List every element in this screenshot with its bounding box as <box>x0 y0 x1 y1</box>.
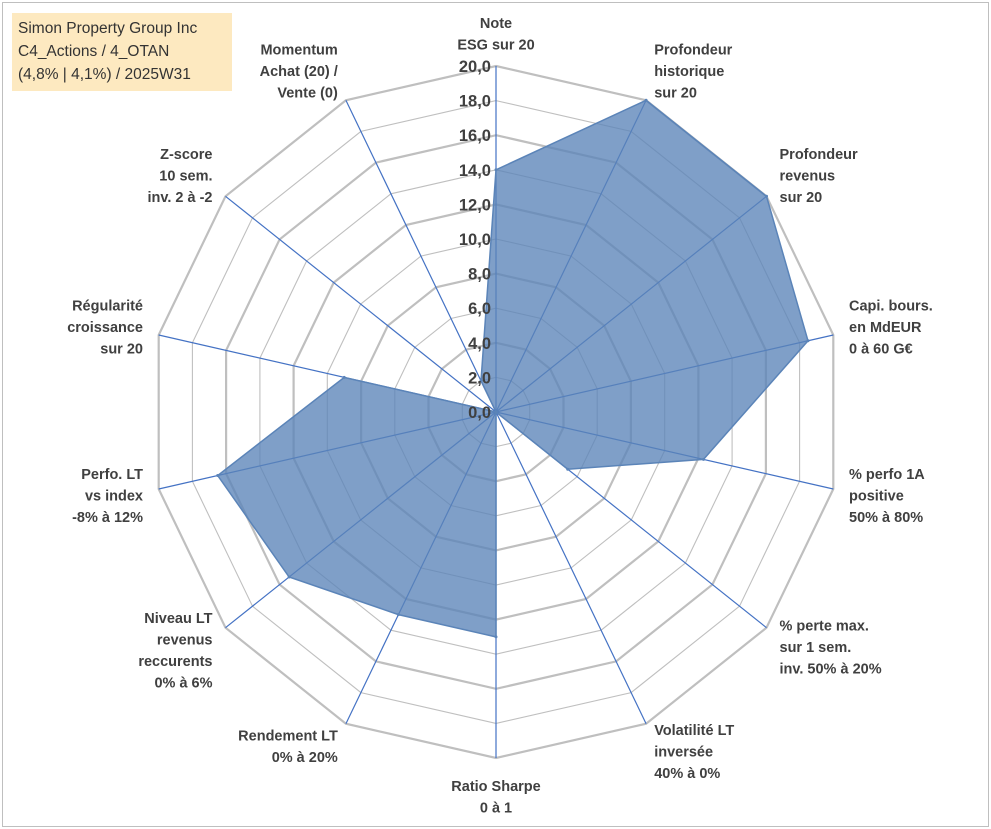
axis-label-line: Z-score <box>160 147 212 163</box>
tick-label: 12,0 <box>459 196 491 214</box>
axis-label-line: Rendement LT <box>238 729 338 745</box>
data-layer <box>216 98 810 639</box>
axis-spoke <box>345 100 497 413</box>
tick-label: 10,0 <box>459 231 491 249</box>
info-period: (4,8% | 4,1%) / 2025W31 <box>18 66 191 83</box>
axis-label-line: Capi. bours. <box>849 299 933 315</box>
axis-spoke <box>495 411 647 724</box>
axis-label-line: % perfo 1A <box>849 467 925 483</box>
axis-label: Note ESG sur 20 <box>457 16 534 54</box>
tick-layer: 0,0 2,0 4,0 6,0 8,0 10,0 12,0 14,0 16,0 18,0 20,0 <box>459 58 491 422</box>
axis-label: Volatilité LT inversée 40% à 0% <box>654 723 734 782</box>
axis-label-line: 0% à 20% <box>272 750 338 766</box>
axis-label: Z-score 10 sem. inv. 2 à -2 <box>147 147 212 206</box>
axis-label-line: historique <box>654 64 724 80</box>
axis-label: Profondeur historique sur 20 <box>654 42 732 101</box>
axis-label-line: sur 20 <box>654 85 697 101</box>
tick-label: 4,0 <box>468 335 491 353</box>
info-category: C4_Actions / 4_OTAN <box>18 43 170 60</box>
axis-label-line: Profondeur <box>654 42 732 58</box>
data-point <box>342 375 346 379</box>
axis-spoke <box>225 195 497 413</box>
axis-label-line: inversée <box>654 745 713 761</box>
axis-label-line: Momentum <box>260 42 337 58</box>
label-layer: Note ESG sur 20 Profondeur historique sur 20… <box>67 16 933 817</box>
axis-label-line: croissance <box>67 320 143 336</box>
axis-label-line: revenus <box>780 169 836 185</box>
axis-label-line: sur 20 <box>100 342 143 358</box>
axis-label-line: 40% à 0% <box>654 766 720 782</box>
tick-label: 2,0 <box>468 369 491 387</box>
tick-label: 16,0 <box>459 127 491 145</box>
axis-label-line: inv. 2 à -2 <box>147 190 212 206</box>
axis-label: Profondeur revenus sur 20 <box>780 147 858 206</box>
axis-label-line: Profondeur <box>780 147 858 163</box>
axis-label: % perfo 1A positive 50% à 80% <box>849 467 925 526</box>
data-point <box>216 474 220 477</box>
axis-label-line: 50% à 80% <box>849 510 923 526</box>
axis-label-line: Ratio Sharpe <box>451 779 540 795</box>
tick-label: 18,0 <box>459 93 491 111</box>
axis-label: Ratio Sharpe 0 à 1 <box>451 779 540 817</box>
tick-label: 8,0 <box>468 266 491 284</box>
axis-label: Niveau LT revenus reccurents 0% à 6% <box>138 611 212 692</box>
tick-label: 6,0 <box>468 300 491 318</box>
data-point <box>287 575 291 579</box>
data-point <box>494 168 498 172</box>
data-point <box>806 339 810 343</box>
axis-label-line: positive <box>849 488 904 504</box>
axis-label-line: reccurents <box>138 654 212 670</box>
axis-label-line: Volatilité LT <box>654 723 734 739</box>
axis-label-line: 0 à 1 <box>480 801 512 817</box>
axis-label-line: -8% à 12% <box>72 510 143 526</box>
axis-label-line: 10 sem. <box>159 169 212 185</box>
axis-label: Momentum Achat (20) / Vente (0) <box>260 42 338 101</box>
axis-label-line: 0 à 60 G€ <box>849 342 913 358</box>
axis-label: Capi. bours. en MdEUR 0 à 60 G€ <box>849 299 933 358</box>
data-point <box>479 379 483 383</box>
axis-label: Régularité croissance sur 20 <box>67 299 143 358</box>
axis-label-line: % perte max. <box>780 618 869 634</box>
axis-label-line: sur 20 <box>780 190 823 206</box>
axis-label-line: Note <box>480 16 512 32</box>
data-point <box>396 613 400 617</box>
axis-label-line: inv. 50% à 20% <box>780 661 882 677</box>
axis-label-line: Vente (0) <box>277 85 338 101</box>
axis-label: % perte max. sur 1 sem. inv. 50% à 20% <box>780 618 882 677</box>
data-point <box>644 98 648 102</box>
info-box: Simon Property Group Inc C4_Actions / 4_… <box>12 13 232 91</box>
axis-label-line: 0% à 6% <box>154 676 212 692</box>
axis-label-line: Niveau LT <box>144 611 212 627</box>
data-point <box>702 457 705 461</box>
axis-label-line: ESG sur 20 <box>457 38 534 54</box>
data-point <box>566 467 570 471</box>
tick-label: 0,0 <box>468 404 491 422</box>
axis-label-line: en MdEUR <box>849 320 922 336</box>
tick-label: 14,0 <box>459 162 491 180</box>
tick-label: 20,0 <box>459 58 491 76</box>
axis-label-line: revenus <box>157 633 213 649</box>
axis-label: Rendement LT 0% à 20% <box>238 729 338 767</box>
data-point <box>494 635 498 639</box>
axis-label-line: vs index <box>85 488 143 504</box>
axis-label-line: sur 1 sem. <box>780 640 852 656</box>
data-point <box>765 194 768 198</box>
data-point <box>494 410 498 414</box>
axis-label-line: Régularité <box>72 299 143 315</box>
axis-label-line: Achat (20) / <box>260 64 338 80</box>
info-company: Simon Property Group Inc <box>18 20 198 37</box>
axis-label-line: Perfo. LT <box>81 467 143 483</box>
axis-label: Perfo. LT vs index -8% à 12% <box>72 467 143 526</box>
